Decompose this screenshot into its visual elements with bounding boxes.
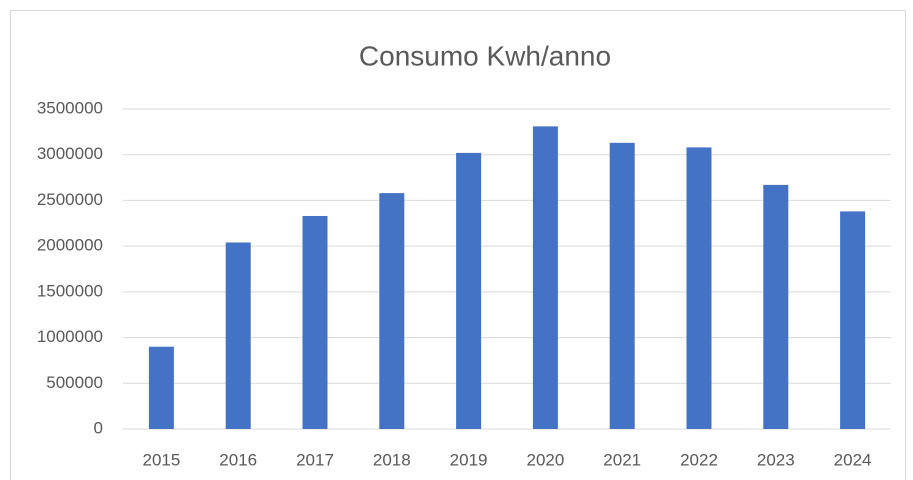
x-tick-label: 2022: [680, 450, 718, 469]
x-tick-label: 2023: [757, 450, 795, 469]
x-tick-label: 2024: [834, 450, 872, 469]
y-tick-label: 2500000: [37, 190, 103, 209]
x-tick-label: 2017: [296, 450, 334, 469]
x-tick-label: 2016: [219, 450, 257, 469]
y-tick-label: 2000000: [37, 236, 103, 255]
bar: [302, 215, 328, 429]
y-tick-label: 0: [94, 418, 103, 437]
bar: [763, 184, 789, 429]
bar: [225, 242, 251, 429]
y-tick-label: 1000000: [37, 327, 103, 346]
bar: [456, 152, 482, 429]
x-tick-label: 2021: [603, 450, 641, 469]
y-tick-label: 1500000: [37, 281, 103, 300]
x-tick-label: 2018: [373, 450, 411, 469]
y-tick-label: 500000: [46, 373, 103, 392]
x-tick-label: 2020: [526, 450, 564, 469]
bar: [379, 193, 405, 429]
bar: [148, 346, 174, 429]
bar: [840, 211, 866, 429]
bar: [686, 147, 712, 429]
x-tick-label: 2015: [142, 450, 180, 469]
x-tick-label: 2019: [450, 450, 488, 469]
bar: [532, 126, 558, 429]
chart-title: Consumo Kwh/anno: [359, 40, 611, 71]
y-tick-label: 3000000: [37, 144, 103, 163]
bar: [609, 142, 635, 430]
y-tick-label: 3500000: [37, 98, 103, 117]
